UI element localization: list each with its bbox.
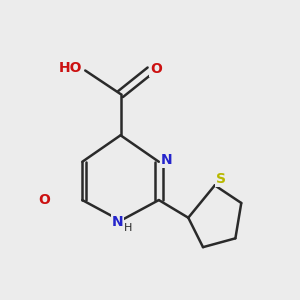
Text: H: H — [124, 223, 132, 233]
Text: N: N — [160, 153, 172, 167]
Text: HO: HO — [59, 61, 82, 75]
Text: N: N — [112, 215, 123, 229]
Text: O: O — [150, 62, 162, 76]
Text: S: S — [216, 172, 226, 186]
Text: O: O — [38, 193, 50, 207]
